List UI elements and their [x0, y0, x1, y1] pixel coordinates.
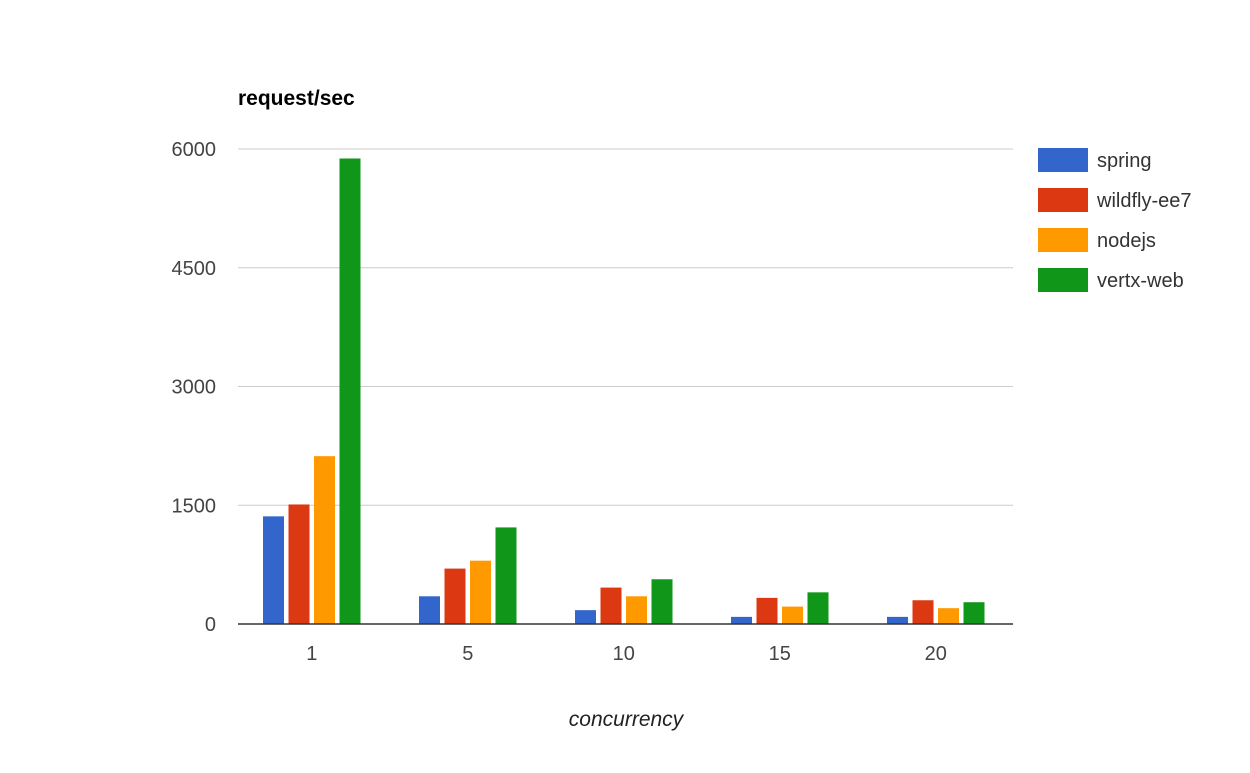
x-tick-label: 1: [306, 643, 317, 665]
bar-wildfly-ee7-15: [756, 597, 778, 624]
bar-spring-10: [575, 610, 596, 624]
y-tick-label: 4500: [172, 258, 217, 280]
x-axis-ticks: 1 5 10 15 20: [306, 643, 947, 665]
bar-wildfly-ee7-1: [288, 504, 310, 624]
bar-vertx-web-5: [495, 527, 517, 624]
y-tick-label: 6000: [172, 139, 217, 161]
bar-spring-20: [887, 616, 908, 624]
bar-vertx-web-1: [339, 158, 361, 624]
bar-vertx-web-15: [807, 592, 829, 624]
legend-swatch-vertx-web: [1038, 268, 1088, 292]
bar-nodejs-15: [782, 606, 803, 624]
legend-label-wildfly-ee7: wildfly-ee7: [1096, 190, 1191, 212]
y-tick-label: 1500: [172, 495, 217, 517]
legend-label-vertx-web: vertx-web: [1097, 270, 1184, 292]
bar-wildfly-ee7-5: [444, 568, 466, 624]
legend: spring wildfly-ee7 nodejs vertx-web: [1038, 148, 1191, 292]
bar-spring-15: [731, 616, 752, 624]
x-tick-label: 20: [925, 643, 947, 665]
x-tick-label: 10: [613, 643, 635, 665]
bar-nodejs-20: [938, 608, 959, 624]
chart-title: request/sec: [238, 87, 355, 110]
legend-swatch-wildfly-ee7: [1038, 188, 1088, 212]
y-tick-label: 0: [205, 614, 216, 636]
bar-vertx-web-10: [651, 579, 673, 624]
legend-label-nodejs: nodejs: [1097, 230, 1156, 252]
legend-label-spring: spring: [1097, 150, 1151, 172]
bars: [263, 158, 985, 624]
gridlines: [238, 148, 1013, 506]
bar-nodejs-1: [314, 456, 335, 624]
bar-wildfly-ee7-10: [600, 587, 622, 624]
bar-vertx-web-20: [963, 602, 985, 624]
bar-spring-1: [263, 516, 284, 624]
x-tick-label: 15: [769, 643, 791, 665]
y-axis-ticks: 0 1500 3000 4500 6000: [172, 139, 217, 636]
y-tick-label: 3000: [172, 377, 217, 399]
legend-swatch-spring: [1038, 148, 1088, 172]
bar-wildfly-ee7-20: [912, 600, 934, 624]
bar-nodejs-5: [470, 560, 491, 624]
bar-nodejs-10: [626, 596, 647, 624]
x-axis-title: concurrency: [569, 708, 685, 731]
bar-spring-5: [419, 596, 440, 624]
legend-swatch-nodejs: [1038, 228, 1088, 252]
x-tick-label: 5: [462, 643, 473, 665]
